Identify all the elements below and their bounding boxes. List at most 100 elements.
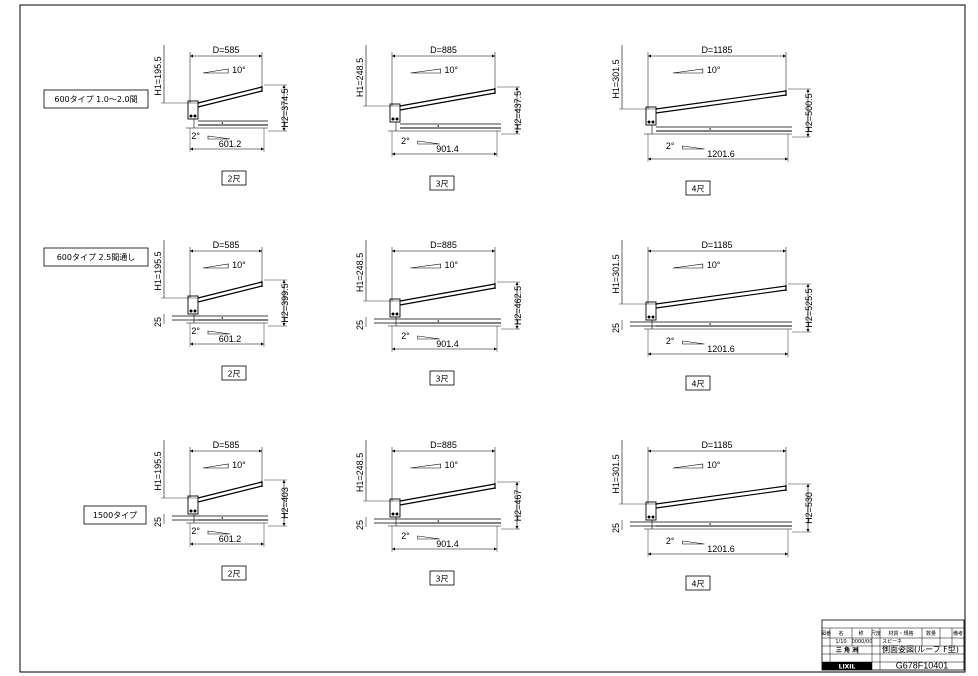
tb-header-scale: 尺度 [871, 630, 881, 637]
size-box [221, 565, 247, 581]
base-slope-label: 2° [666, 336, 675, 346]
h1-dimension: H1=195.5 [153, 56, 163, 95]
h2-dimension: H2=530 [804, 492, 814, 524]
depth-dimension: D=1185 [701, 240, 732, 250]
size-label: 4尺 [691, 580, 704, 589]
size-label: 3尺 [435, 375, 448, 384]
width-dimension: 1201.6 [707, 544, 735, 554]
row-label-1: 600タイプ 1.0〜2.0間 [43, 89, 149, 109]
base-slope-label: 2° [191, 326, 200, 336]
size-box [429, 370, 455, 386]
roof-slope-label: 10° [232, 260, 246, 270]
h1-dimension: H1=248.5 [355, 453, 365, 492]
size-box [685, 575, 711, 591]
tb-header-title: 称 [858, 630, 863, 637]
elevation-r2-c2: D=885 10° H1=248.5 25 H2=462.5 2° 901.4 3尺 [355, 240, 523, 386]
depth-dimension: D=585 [213, 45, 240, 55]
size-label: 4尺 [691, 185, 704, 194]
offset-dimension: 25 [611, 523, 621, 533]
base-slope-label: 2° [666, 141, 675, 151]
h2-dimension: H2=437.5 [513, 91, 523, 130]
elevation-r1-c3: D=1185 10° H1=301.5 H2=500.5 2° 1201.6 4尺 [611, 45, 814, 196]
h2-dimension: H2=374.5 [280, 88, 290, 127]
row-label-2: 600タイプ 2.5間通し [43, 247, 149, 267]
depth-dimension: D=1185 [701, 440, 732, 450]
row-label-1-text: 600タイプ 1.0〜2.0間 [54, 95, 137, 104]
width-dimension: 901.4 [436, 339, 459, 349]
side-elevation-drawings: D=585 10° H1=195.5 H2=374.5 2° 601.2 2尺 D=885 10… [153, 45, 814, 591]
h2-dimension: H2=403 [280, 487, 290, 519]
base-slope-label: 2° [401, 331, 410, 341]
roof-slope-label: 10° [707, 65, 721, 75]
elevation-r3-c3: D=1185 10° H1=301.5 25 H2=530 2° 1201.6 4尺 [611, 440, 814, 591]
tb-header-material: 材質・規格 [888, 630, 913, 637]
h2-dimension: H2=500.5 [804, 93, 814, 132]
h2-dimension: H2=467 [513, 490, 523, 522]
depth-dimension: D=885 [430, 240, 457, 250]
offset-dimension: 25 [355, 320, 365, 330]
tb-product: スピーネ [882, 639, 902, 645]
elevation-r3-c1: D=585 10° H1=195.5 25 H2=403 2° 601.2 2尺 [153, 440, 290, 581]
tb-scale: 1/10 [835, 639, 846, 645]
h1-dimension: H1=195.5 [153, 251, 163, 290]
roof-slope-label: 10° [232, 65, 246, 75]
width-dimension: 1201.6 [707, 344, 735, 354]
elevation-r2-c1: D=585 10° H1=195.5 25 H2=399.5 2° 601.2 2尺 [153, 240, 290, 381]
tb-drawing-title: 側面姿図(ルーフ F型) [882, 644, 959, 654]
width-dimension: 601.2 [219, 334, 242, 344]
h2-dimension: H2=399.5 [280, 283, 290, 322]
h2-dimension: H2=462.5 [513, 286, 523, 325]
row-label-3-text: 1500タイプ [93, 511, 137, 520]
size-box [685, 375, 711, 391]
h1-dimension: H1=248.5 [355, 58, 365, 97]
sheet-border [19, 4, 966, 673]
offset-dimension: 25 [611, 323, 621, 333]
base-slope-label: 2° [191, 526, 200, 536]
base-slope-label: 2° [666, 536, 675, 546]
size-label: 2尺 [227, 570, 240, 579]
size-label: 2尺 [227, 370, 240, 379]
tb-date: 0000/00 [852, 639, 873, 645]
h1-dimension: H1=195.5 [153, 451, 163, 490]
width-dimension: 1201.6 [707, 149, 735, 159]
tb-header-drawing-no: 図番 [821, 630, 831, 637]
offset-dimension: 25 [153, 317, 163, 327]
elevation-r2-c3: D=1185 10° H1=301.5 25 H2=525.5 2° 1201.6 4尺 [611, 240, 814, 391]
width-dimension: 901.4 [436, 144, 459, 154]
h1-dimension: H1=248.5 [355, 253, 365, 292]
row-label-3: 1500タイプ [83, 505, 147, 525]
size-label: 4尺 [691, 380, 704, 389]
size-label: 3尺 [435, 180, 448, 189]
title-block: 図番 名 称 尺度 材質・規格 数量 備考 1/10 0000/00 三 角 洲… [821, 619, 965, 671]
row-label-2-text: 600タイプ 2.5間通し [57, 252, 136, 262]
base-slope-label: 2° [401, 531, 410, 541]
h2-dimension: H2=525.5 [804, 288, 814, 327]
h1-dimension: H1=301.5 [611, 454, 621, 493]
depth-dimension: D=585 [213, 440, 240, 450]
base-slope-label: 2° [401, 136, 410, 146]
tb-company-bar [822, 662, 872, 670]
roof-slope-label: 10° [707, 460, 721, 470]
base-slope-label: 2° [191, 131, 200, 141]
size-box [221, 365, 247, 381]
tb-header-name: 名 [838, 630, 843, 637]
tb-header-qty: 数量 [926, 630, 936, 637]
elevation-r3-c2: D=885 10° H1=248.5 25 H2=467 2° 901.4 3尺 [355, 440, 523, 586]
size-box [429, 175, 455, 191]
tb-maker: 三 角 洲 [836, 646, 858, 654]
h1-dimension: H1=301.5 [611, 254, 621, 293]
depth-dimension: D=1185 [701, 45, 732, 55]
tb-drawing-number: G678F10401 [896, 661, 949, 671]
tb-header-remarks: 備考 [953, 630, 963, 637]
offset-dimension: 25 [355, 520, 365, 530]
width-dimension: 601.2 [219, 139, 242, 149]
size-box [429, 570, 455, 586]
roof-slope-label: 10° [445, 460, 459, 470]
size-label: 3尺 [435, 575, 448, 584]
size-box [221, 170, 247, 186]
depth-dimension: D=885 [430, 440, 457, 450]
width-dimension: 901.4 [436, 539, 459, 549]
roof-slope-label: 10° [445, 260, 459, 270]
elevation-r1-c2: D=885 10° H1=248.5 H2=437.5 2° 901.4 3尺 [355, 45, 523, 191]
